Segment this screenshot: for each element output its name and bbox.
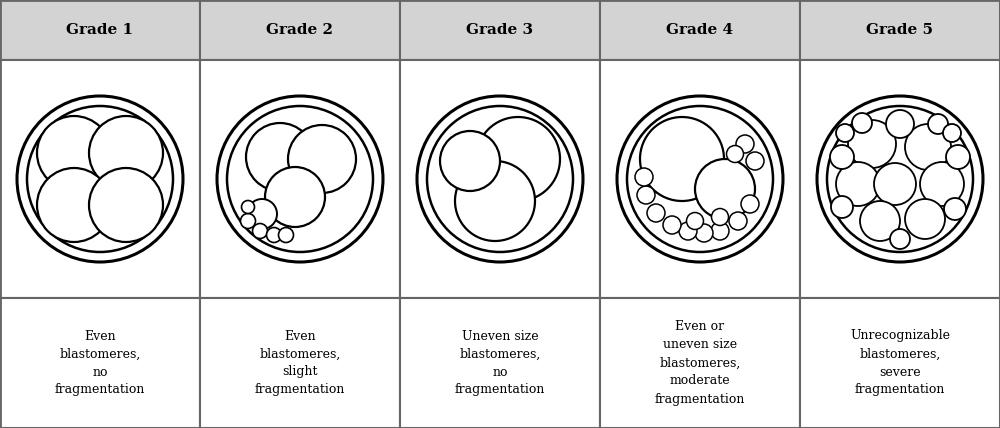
Circle shape bbox=[242, 200, 254, 214]
Bar bbox=[0, 298, 200, 428]
Circle shape bbox=[247, 199, 277, 229]
Bar bbox=[400, 60, 600, 298]
Circle shape bbox=[246, 123, 314, 191]
Circle shape bbox=[830, 145, 854, 169]
Circle shape bbox=[89, 116, 163, 190]
Bar bbox=[200, 60, 400, 298]
Circle shape bbox=[17, 96, 183, 262]
Bar bbox=[400, 298, 600, 428]
Bar bbox=[800, 298, 1000, 428]
Circle shape bbox=[440, 131, 500, 191]
Circle shape bbox=[729, 212, 747, 230]
Circle shape bbox=[686, 212, 704, 229]
Circle shape bbox=[27, 106, 173, 252]
Text: Even
blastomeres,
slight
fragmentation: Even blastomeres, slight fragmentation bbox=[255, 330, 345, 396]
Circle shape bbox=[252, 223, 268, 238]
Circle shape bbox=[712, 208, 728, 226]
Circle shape bbox=[627, 106, 773, 252]
Circle shape bbox=[288, 125, 356, 193]
Circle shape bbox=[217, 96, 383, 262]
Circle shape bbox=[617, 96, 783, 262]
Circle shape bbox=[905, 199, 945, 239]
Text: Grade 2: Grade 2 bbox=[266, 23, 334, 37]
Circle shape bbox=[831, 196, 853, 218]
Circle shape bbox=[37, 168, 111, 242]
Circle shape bbox=[417, 96, 583, 262]
Bar bbox=[800, 60, 1000, 298]
Circle shape bbox=[943, 124, 961, 142]
Text: Grade 5: Grade 5 bbox=[866, 23, 934, 37]
Circle shape bbox=[928, 114, 948, 134]
Bar bbox=[800, 0, 1000, 60]
Bar bbox=[200, 298, 400, 428]
Text: Unrecognizable
blastomeres,
severe
fragmentation: Unrecognizable blastomeres, severe fragm… bbox=[850, 330, 950, 396]
Bar bbox=[0, 0, 200, 60]
Circle shape bbox=[663, 216, 681, 234]
Circle shape bbox=[227, 106, 373, 252]
Circle shape bbox=[890, 229, 910, 249]
Circle shape bbox=[860, 201, 900, 241]
Circle shape bbox=[266, 228, 282, 243]
Bar bbox=[600, 0, 800, 60]
Circle shape bbox=[836, 162, 880, 206]
Circle shape bbox=[736, 135, 754, 153]
Circle shape bbox=[946, 145, 970, 169]
Circle shape bbox=[944, 198, 966, 220]
Text: Even or
uneven size
blastomeres,
moderate
fragmentation: Even or uneven size blastomeres, moderat… bbox=[655, 321, 745, 405]
Circle shape bbox=[640, 117, 724, 201]
Circle shape bbox=[726, 146, 744, 163]
Circle shape bbox=[741, 195, 759, 213]
Circle shape bbox=[427, 106, 573, 252]
Circle shape bbox=[827, 106, 973, 252]
Bar bbox=[400, 0, 600, 60]
Bar bbox=[600, 298, 800, 428]
Bar bbox=[200, 0, 400, 60]
Bar bbox=[0, 60, 200, 298]
Circle shape bbox=[37, 116, 111, 190]
Circle shape bbox=[455, 161, 535, 241]
Circle shape bbox=[711, 222, 729, 240]
Circle shape bbox=[695, 159, 755, 219]
Circle shape bbox=[265, 167, 325, 227]
Circle shape bbox=[886, 110, 914, 138]
Circle shape bbox=[278, 228, 294, 243]
Circle shape bbox=[635, 168, 653, 186]
Circle shape bbox=[817, 96, 983, 262]
Text: Grade 4: Grade 4 bbox=[666, 23, 734, 37]
Circle shape bbox=[836, 124, 854, 142]
Circle shape bbox=[679, 222, 697, 240]
Text: Uneven size
blastomeres,
no
fragmentation: Uneven size blastomeres, no fragmentatio… bbox=[455, 330, 545, 396]
Circle shape bbox=[647, 204, 665, 222]
Circle shape bbox=[695, 224, 713, 242]
Circle shape bbox=[746, 152, 764, 170]
Circle shape bbox=[920, 162, 964, 206]
Text: Grade 3: Grade 3 bbox=[466, 23, 534, 37]
Text: Grade 1: Grade 1 bbox=[66, 23, 134, 37]
Circle shape bbox=[874, 163, 916, 205]
Circle shape bbox=[848, 120, 896, 168]
Circle shape bbox=[637, 186, 655, 204]
Circle shape bbox=[852, 113, 872, 133]
Circle shape bbox=[476, 117, 560, 201]
Circle shape bbox=[240, 214, 256, 229]
Bar bbox=[600, 60, 800, 298]
Circle shape bbox=[905, 124, 951, 170]
Circle shape bbox=[89, 168, 163, 242]
Text: Even
blastomeres,
no
fragmentation: Even blastomeres, no fragmentation bbox=[55, 330, 145, 396]
